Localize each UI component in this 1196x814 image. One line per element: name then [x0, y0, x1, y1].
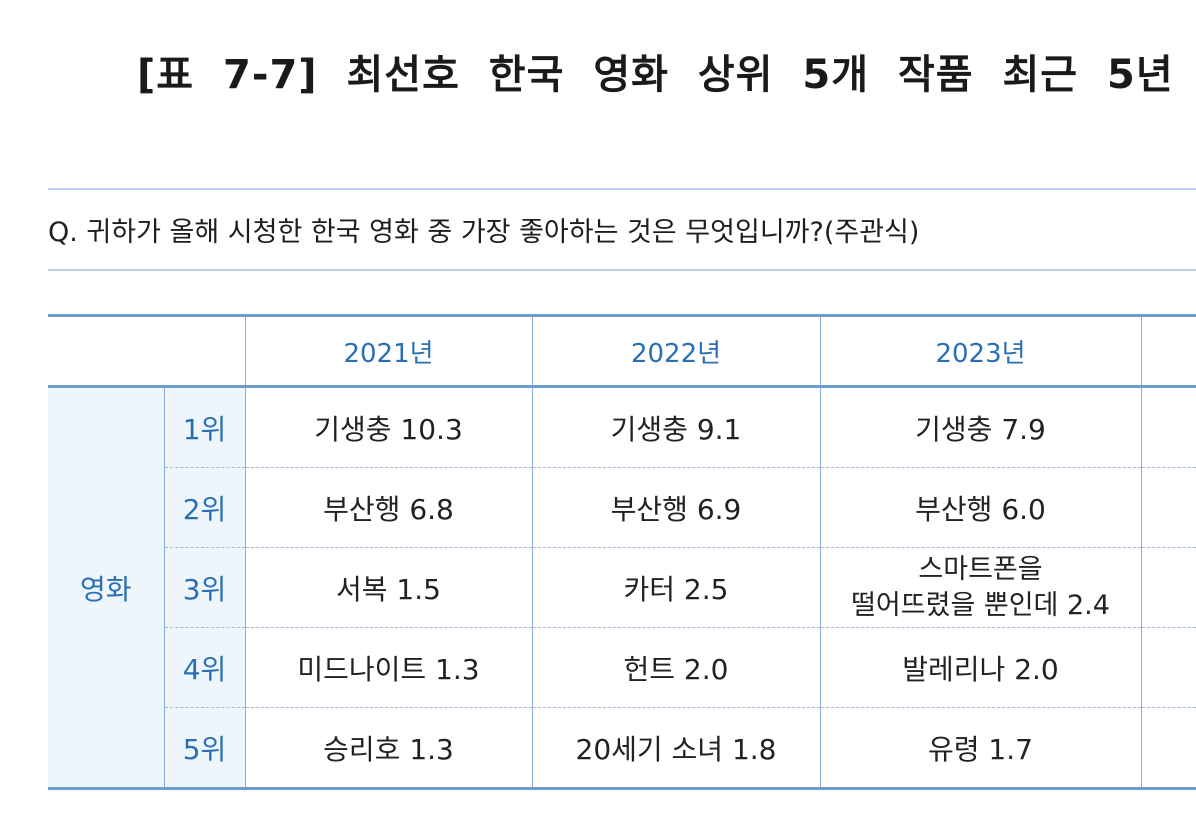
rank-label: 1위 [164, 386, 246, 468]
table-cell: 헌트 2.0 [532, 627, 821, 708]
table-cell: 기생충 9.1 [532, 386, 821, 468]
table-row: 영화 1위 기생충 10.3 기생충 9.1 기생충 7.9 [48, 386, 1196, 790]
cell-line-1: 스마트폰을 [918, 553, 1043, 585]
table-cell-two-line: 스마트폰을 떨어뜨렸을 뿐인데 2.4 [820, 547, 1142, 628]
survey-question: Q. 귀하가 올해 시청한 한국 영화 중 가장 좋아하는 것은 무엇입니까?(… [48, 217, 920, 248]
table-row: 4위 미드나이트 1.3 헌트 2.0 발레리나 2.0 [48, 627, 1196, 708]
table-cell: 부산행 6.8 [245, 467, 533, 548]
table-cell [1141, 467, 1196, 548]
table-cell: 20세기 소녀 1.8 [532, 707, 821, 790]
table-cell: 승리호 1.3 [245, 707, 533, 790]
category-label: 영화 [48, 386, 165, 790]
ranking-table: 2021년 2022년 2023년 영화 1위 기생충 10.3 기생충 9.1… [48, 314, 1196, 790]
question-bottom-rule [48, 269, 1196, 271]
table-cell: 기생충 7.9 [820, 386, 1142, 468]
year-header-cut [1140, 314, 1196, 388]
table-cell [1141, 386, 1196, 468]
table-cell [1141, 627, 1196, 708]
question-top-rule [48, 188, 1196, 190]
table-cell: 카터 2.5 [532, 547, 821, 628]
cell-line-2: 떨어뜨렸을 뿐인데 2.4 [851, 589, 1110, 621]
page-title: [표 7-7] 최선호 한국 영화 상위 5개 작품 최근 5년 연 [137, 52, 1196, 98]
rank-label: 4위 [164, 627, 246, 708]
table-cell: 유령 1.7 [820, 707, 1142, 790]
table-cell: 미드나이트 1.3 [245, 627, 533, 708]
table-cell: 서복 1.5 [245, 547, 533, 628]
table-row: 2위 부산행 6.8 부산행 6.9 부산행 6.0 [48, 467, 1196, 548]
rank-label: 2위 [164, 467, 246, 548]
table-cell: 부산행 6.9 [532, 467, 821, 548]
table-cell [1141, 547, 1196, 628]
year-header-2023: 2023년 [819, 314, 1141, 388]
table-cell: 부산행 6.0 [820, 467, 1142, 548]
table-cell: 기생충 10.3 [245, 386, 533, 468]
table-row: 5위 승리호 1.3 20세기 소녀 1.8 유령 1.7 [48, 707, 1196, 790]
table-row: 3위 서복 1.5 카터 2.5 스마트폰을 떨어뜨렸을 뿐인데 2.4 [48, 547, 1196, 628]
table-header-row: 2021년 2022년 2023년 [48, 314, 1196, 388]
rank-label: 3위 [164, 547, 246, 628]
table-cell: 발레리나 2.0 [820, 627, 1142, 708]
year-header-2021: 2021년 [244, 314, 532, 388]
header-blank [48, 314, 245, 388]
rank-label: 5위 [164, 707, 246, 790]
year-header-2022: 2022년 [531, 314, 820, 388]
table-cell [1141, 707, 1196, 790]
